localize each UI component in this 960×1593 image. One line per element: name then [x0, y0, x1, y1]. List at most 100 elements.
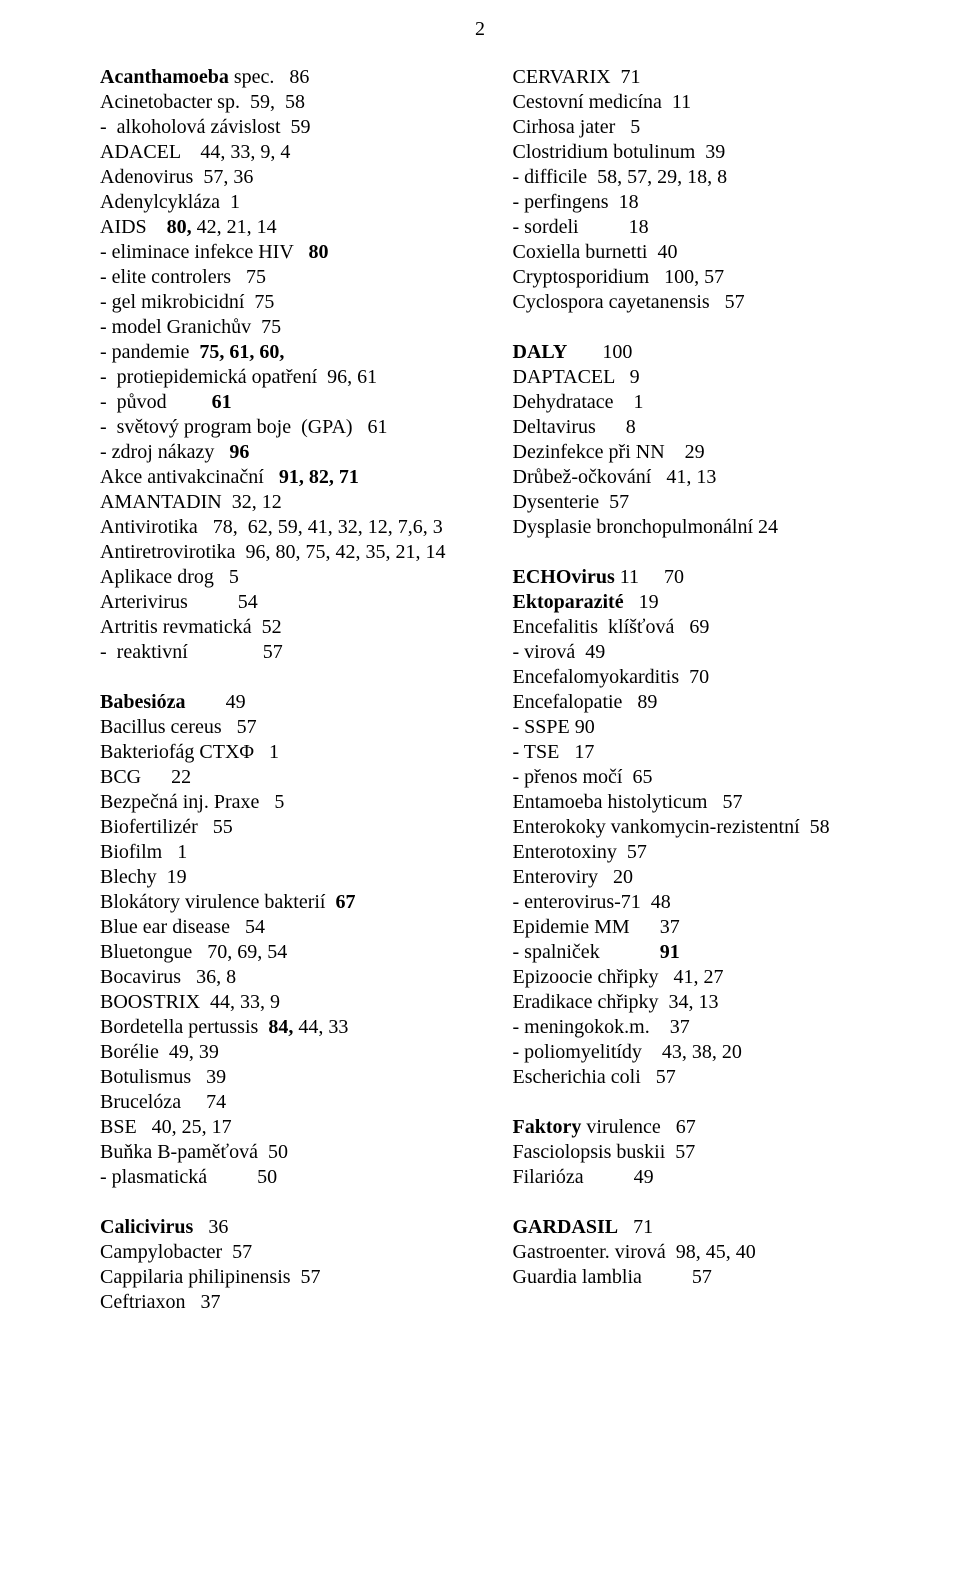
index-entry: Ektoparazité 19 — [513, 590, 891, 615]
index-entry: BSE 40, 25, 17 — [100, 1115, 478, 1140]
text-run: Acanthamoeba — [100, 66, 229, 88]
index-group: ECHOvirus 11 70Ektoparazité 19Encefaliti… — [513, 565, 891, 1090]
index-group: Faktory virulence 67Fasciolopsis buskii … — [513, 1115, 891, 1190]
text-run: virulence 67 — [581, 1116, 695, 1138]
left-column: Acanthamoeba spec. 86Acinetobacter sp. 5… — [100, 65, 478, 1340]
text-run: - elite controlers 75 — [100, 266, 266, 288]
text-run: Dysplasie bronchopulmonální 24 — [513, 516, 779, 538]
text-run: 11 70 — [615, 566, 684, 588]
text-run: Dehydratace 1 — [513, 391, 644, 413]
text-run: Dezinfekce při NN 29 — [513, 441, 705, 463]
index-entry: Blechy 19 — [100, 865, 478, 890]
text-run: Calicivirus — [100, 1216, 193, 1238]
text-run: Cyclospora cayetanensis 57 — [513, 291, 745, 313]
text-run: Enteroviry 20 — [513, 866, 634, 888]
index-entry: CERVARIX 71 — [513, 65, 891, 90]
text-run: Blokátory virulence bakterií — [100, 891, 335, 913]
right-column: CERVARIX 71Cestovní medicína 11Cirhosa j… — [513, 65, 891, 1340]
text-run: - zdroj nákazy — [100, 441, 229, 463]
index-entry: Adenovirus 57, 36 — [100, 165, 478, 190]
index-entry: Botulismus 39 — [100, 1065, 478, 1090]
index-entry: Drůbež-očkování 41, 13 — [513, 465, 891, 490]
text-run: Artritis revmatická 52 — [100, 616, 282, 638]
text-run: 19 — [624, 591, 659, 613]
text-run: BCG 22 — [100, 766, 191, 788]
index-entry: Babesióza 49 — [100, 690, 478, 715]
index-entry: Dehydratace 1 — [513, 390, 891, 415]
text-run: - meningokok.m. 37 — [513, 1016, 690, 1038]
index-entry: - perfingens 18 — [513, 190, 891, 215]
index-entry: AMANTADIN 32, 12 — [100, 490, 478, 515]
text-run: 80 — [308, 241, 328, 263]
index-entry: - difficile 58, 57, 29, 18, 8 — [513, 165, 891, 190]
index-entry: Blokátory virulence bakterií 67 — [100, 890, 478, 915]
text-run: 100 — [567, 341, 632, 363]
index-entry: Fasciolopsis buskii 57 — [513, 1140, 891, 1165]
text-run: ADACEL 44, 33, 9, 4 — [100, 141, 290, 163]
index-entry: Buňka B-paměťová 50 — [100, 1140, 478, 1165]
text-run: - eliminace infekce HIV — [100, 241, 308, 263]
columns-container: Acanthamoeba spec. 86Acinetobacter sp. 5… — [100, 65, 890, 1340]
text-run: Acinetobacter sp. 59, 58 — [100, 91, 305, 113]
text-run: Cirhosa jater 5 — [513, 116, 641, 138]
index-entry: Encefalopatie 89 — [513, 690, 891, 715]
text-run: - virová 49 — [513, 641, 606, 663]
text-run: Bocavirus 36, 8 — [100, 966, 236, 988]
text-run: 75, 61, 60, — [199, 341, 284, 363]
index-group: DALY 100DAPTACEL 9 Dehydratace 1Deltavir… — [513, 340, 891, 540]
text-run: 71 — [618, 1216, 653, 1238]
text-run: Cryptosporidium 100, 57 — [513, 266, 725, 288]
text-run: Enterotoxiny 57 — [513, 841, 647, 863]
text-run: - přenos močí 65 — [513, 766, 653, 788]
text-run: Epizoocie chřipky 41, 27 — [513, 966, 724, 988]
text-run: Biofertilizér 55 — [100, 816, 233, 838]
index-entry: Faktory virulence 67 — [513, 1115, 891, 1140]
index-entry: Biofilm 1 — [100, 840, 478, 865]
text-run: 91, 82, 71 — [279, 466, 359, 488]
text-run: AIDS — [100, 216, 167, 238]
index-entry: Bezpečná inj. Praxe 5 — [100, 790, 478, 815]
index-group: Babesióza 49 Bacillus cereus 57Bakteriof… — [100, 690, 478, 1190]
text-run: - alkoholová závislost 59 — [100, 116, 311, 138]
text-run: GARDASIL — [513, 1216, 619, 1238]
text-run: - enterovirus-71 48 — [513, 891, 671, 913]
index-entry: Antiretrovirotika 96, 80, 75, 42, 35, 21… — [100, 540, 478, 565]
index-entry: Brucelóza 74 — [100, 1090, 478, 1115]
text-run: Encefalopatie 89 — [513, 691, 658, 713]
text-run: Arterivirus 54 — [100, 591, 258, 613]
text-run: 96 — [229, 441, 249, 463]
text-run: 61 — [212, 391, 232, 413]
index-entry: - protiepidemická opatření 96, 61 — [100, 365, 478, 390]
text-run: Coxiella burnetti 40 — [513, 241, 678, 263]
index-entry: - původ 61 — [100, 390, 478, 415]
index-entry: Bordetella pertussis 84, 44, 33 — [100, 1015, 478, 1040]
text-run: Aplikace drog 5 — [100, 566, 259, 588]
text-run: Borélie 49, 39 — [100, 1041, 219, 1063]
index-entry: - model Granichův 75 — [100, 315, 478, 340]
text-run: - plasmatická 50 — [100, 1166, 277, 1188]
text-run: Encefalomyokarditis 70 — [513, 666, 710, 688]
text-run: - SSPE 90 — [513, 716, 595, 738]
text-run: - reaktivní 57 — [100, 641, 283, 663]
text-run: 42, 21, 14 — [192, 216, 277, 238]
text-run: - perfingens 18 — [513, 191, 639, 213]
text-run: 80, — [167, 216, 192, 238]
text-run: Brucelóza 74 — [100, 1091, 226, 1113]
index-entry: - eliminace infekce HIV 80 — [100, 240, 478, 265]
text-run: Entamoeba histolyticum 57 — [513, 791, 753, 813]
index-group: Calicivirus 36Campylobacter 57Cappilaria… — [100, 1215, 478, 1315]
index-entry: Enterotoxiny 57 — [513, 840, 891, 865]
text-run: Ektoparazité — [513, 591, 624, 613]
index-entry: Bluetongue 70, 69, 54 — [100, 940, 478, 965]
index-entry: Entamoeba histolyticum 57 — [513, 790, 891, 815]
index-entry: Deltavirus 8 — [513, 415, 891, 440]
index-entry: Acinetobacter sp. 59, 58 — [100, 90, 478, 115]
index-entry: - alkoholová závislost 59 — [100, 115, 478, 140]
index-group: CERVARIX 71Cestovní medicína 11Cirhosa j… — [513, 65, 891, 315]
text-run: Antiretrovirotika 96, 80, 75, 42, 35, 21… — [100, 541, 446, 563]
index-entry: Filarióza 49 — [513, 1165, 891, 1190]
index-entry: - přenos močí 65 — [513, 765, 891, 790]
text-run: 67 — [335, 891, 355, 913]
text-run: Bezpečná inj. Praxe 5 — [100, 791, 284, 813]
index-entry: Acanthamoeba spec. 86 — [100, 65, 478, 90]
